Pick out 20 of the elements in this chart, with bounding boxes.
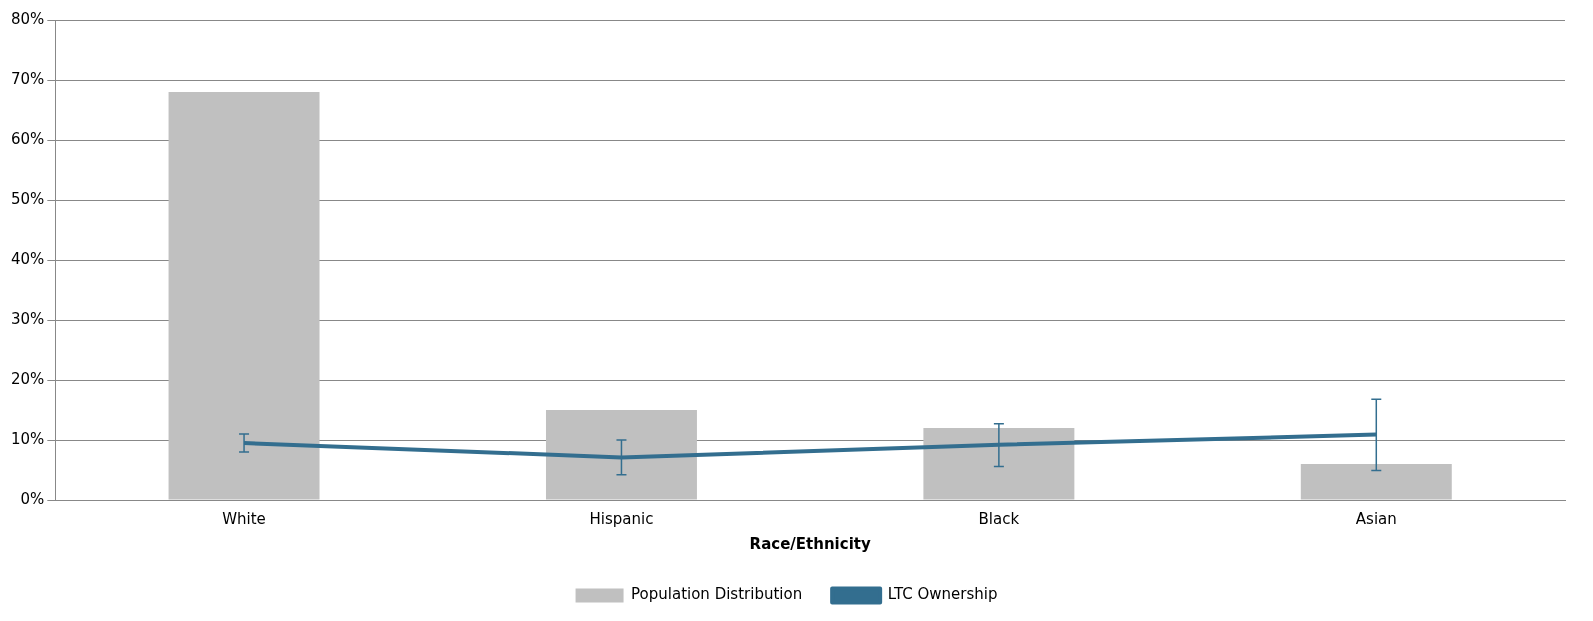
bar — [545, 410, 697, 500]
y-tick-label: 60% — [11, 129, 45, 148]
y-tick-label: 50% — [11, 189, 45, 208]
y-tick-label: 20% — [11, 369, 45, 388]
y-tick-label: 10% — [11, 429, 45, 448]
x-tick-label: Asian — [1355, 509, 1397, 528]
bar — [923, 428, 1075, 500]
y-tick-label: 70% — [11, 69, 45, 88]
y-tick-label: 0% — [20, 489, 45, 508]
x-tick-label: Hispanic — [589, 509, 654, 528]
x-axis-title: Race/Ethnicity — [749, 534, 871, 553]
legend-label: LTC Ownership — [887, 585, 998, 604]
x-tick-label: Black — [978, 509, 1020, 528]
y-tick-label: 80% — [11, 9, 45, 28]
y-tick-label: 40% — [11, 249, 45, 268]
x-tick-label: White — [222, 509, 266, 528]
bar — [1300, 464, 1452, 500]
y-tick-label: 30% — [11, 309, 45, 328]
legend-label: Population Distribution — [631, 585, 803, 604]
bar — [168, 92, 320, 500]
